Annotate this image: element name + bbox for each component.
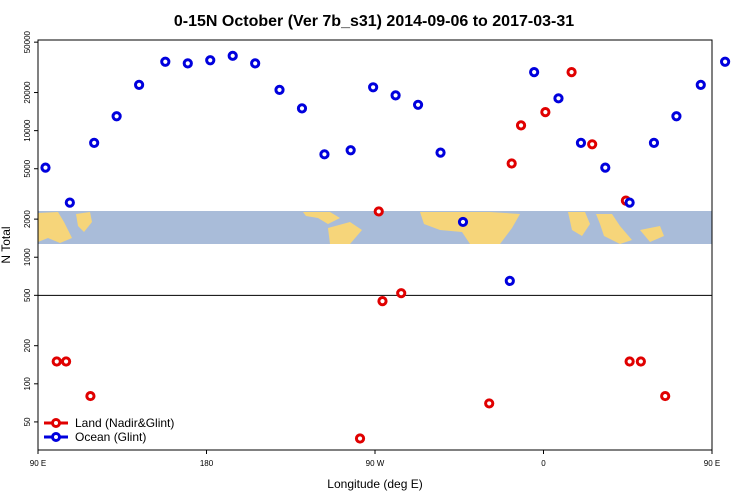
map-land [596,214,632,244]
point-ocean [160,56,171,67]
x-tick-label: 180 [200,459,214,468]
legend-label-land: Land (Nadir&Glint) [75,416,174,430]
legend-marker-ocean [51,432,61,442]
point-land [85,390,96,402]
map-land [303,212,340,224]
point-ocean [553,93,564,104]
point-ocean [182,58,193,69]
point-ocean [40,162,51,173]
x-axis-label: Longitude (deg E) [327,477,422,491]
y-axis-label: N Total [0,226,13,263]
x-tick-label: 0 [541,459,546,468]
point-land [373,206,384,217]
map-land [328,222,362,244]
map-land [76,212,92,232]
point-land [484,398,495,409]
x-tick-label: 90 E [30,459,46,468]
point-land [587,139,598,150]
y-tick-label: 50000 [23,30,32,53]
x-tick-label: 90 W [366,459,385,468]
point-land [540,107,551,118]
point-ocean [720,56,731,67]
point-land [51,356,62,367]
y-tick-label: 50 [23,417,32,426]
point-land [354,433,366,444]
point-land [635,356,646,367]
point-ocean [600,162,611,173]
map-land [568,212,590,236]
point-ocean [64,197,75,208]
plot-frame [37,39,713,451]
point-ocean [250,58,261,69]
y-tick-label: 100 [23,377,32,391]
y-tick-label: 200 [23,338,32,352]
y-tick-label: 5000 [23,159,32,177]
point-ocean [624,197,635,208]
point-land [506,158,517,169]
y-tick-label: 10000 [23,119,32,142]
point-land [60,356,72,367]
point-ocean [671,111,682,122]
map-band [38,211,712,244]
point-ocean [457,216,469,228]
point-ocean [504,275,515,287]
point-ocean [205,55,216,66]
y-tick-label: 20000 [23,81,32,104]
point-ocean [319,149,330,160]
legend-marker-land [51,418,61,428]
point-ocean [274,84,285,95]
point-ocean [435,147,446,158]
point-ocean [390,90,401,101]
map-land [420,212,520,244]
point-ocean [695,79,706,90]
map-land [38,212,72,243]
point-land [515,120,527,131]
point-land [566,67,577,78]
chart-title: 0-15N October (Ver 7b_s31) 2014-09-06 to… [174,13,574,30]
y-tick-label: 2000 [23,210,32,228]
x-tick-label: 90 E [704,459,720,468]
point-land [396,288,407,299]
point-land [660,390,671,402]
point-ocean [134,79,145,90]
point-ocean [412,99,424,110]
point-ocean [111,111,122,122]
y-tick-label: 1000 [23,248,32,266]
point-ocean [368,82,379,93]
point-ocean [648,137,660,149]
data-points [40,50,731,444]
legend: Land (Nadir&Glint) Ocean (Glint) [44,416,174,444]
legend-label-ocean: Ocean (Glint) [75,430,146,444]
point-ocean [345,145,356,156]
point-ocean [529,67,540,78]
map-land [640,226,664,242]
y-tick-label: 500 [23,288,32,302]
point-ocean [227,50,238,61]
point-ocean [296,103,308,114]
point-land [624,356,635,367]
point-ocean [575,137,587,149]
point-ocean [89,137,100,149]
point-land [377,296,388,307]
